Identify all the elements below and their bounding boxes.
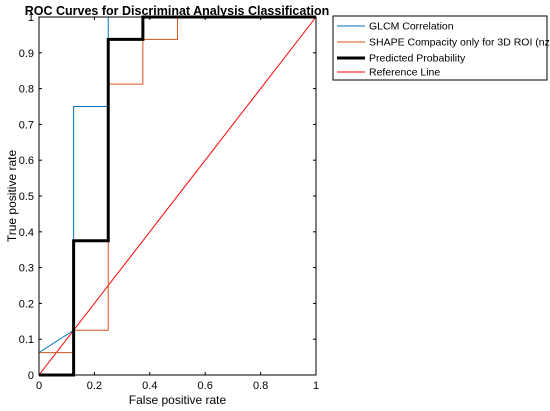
chart-title: ROC Curves for Discriminat Analysis Clas… [25,4,330,18]
legend-box [332,15,548,81]
x-tick-label: 0.2 [87,380,102,392]
x-tick-label: 1 [313,380,319,392]
y-tick-label: 0.6 [19,155,34,167]
legend-label-shape-compacity: SHAPE Compacity only for 3D ROI (nz>1) [369,37,550,49]
y-tick-label: 0.9 [19,48,34,60]
x-tick-label: 0 [36,380,42,392]
x-axis-title: False positive rate [129,393,227,407]
y-axis-title: True positive rate [5,150,19,243]
series-line-reference-line [38,16,317,376]
tick-layer: 0 0.2 0.4 0.6 0.8 1 0 0.1 0.2 0.3 0.4 0.5 0.6 0.7 0.8 0… [19,12,319,392]
y-tick-label: 0.1 [19,334,34,346]
x-tick-label: 0.8 [253,380,268,392]
y-tick-label: 0.7 [19,119,34,131]
y-tick-label: 0 [28,370,34,382]
y-tick-label: 0.4 [19,227,34,239]
y-tick-label: 0.8 [19,84,34,96]
legend-label-predicted-probability: Predicted Probability [369,53,466,65]
legend-label-glcm-correlation: GLCM Correlation [369,21,454,33]
legend: GLCM Correlation SHAPE Compacity only fo… [332,15,550,81]
y-tick-label: 0.3 [19,263,34,275]
x-tick-label: 0.4 [142,380,157,392]
legend-label-reference-line: Reference Line [369,67,440,79]
y-tick-label: 0.2 [19,298,34,310]
x-tick-label: 0.6 [198,380,213,392]
y-tick-label: 0.5 [19,191,34,203]
y-tick-label: 1 [28,12,34,24]
